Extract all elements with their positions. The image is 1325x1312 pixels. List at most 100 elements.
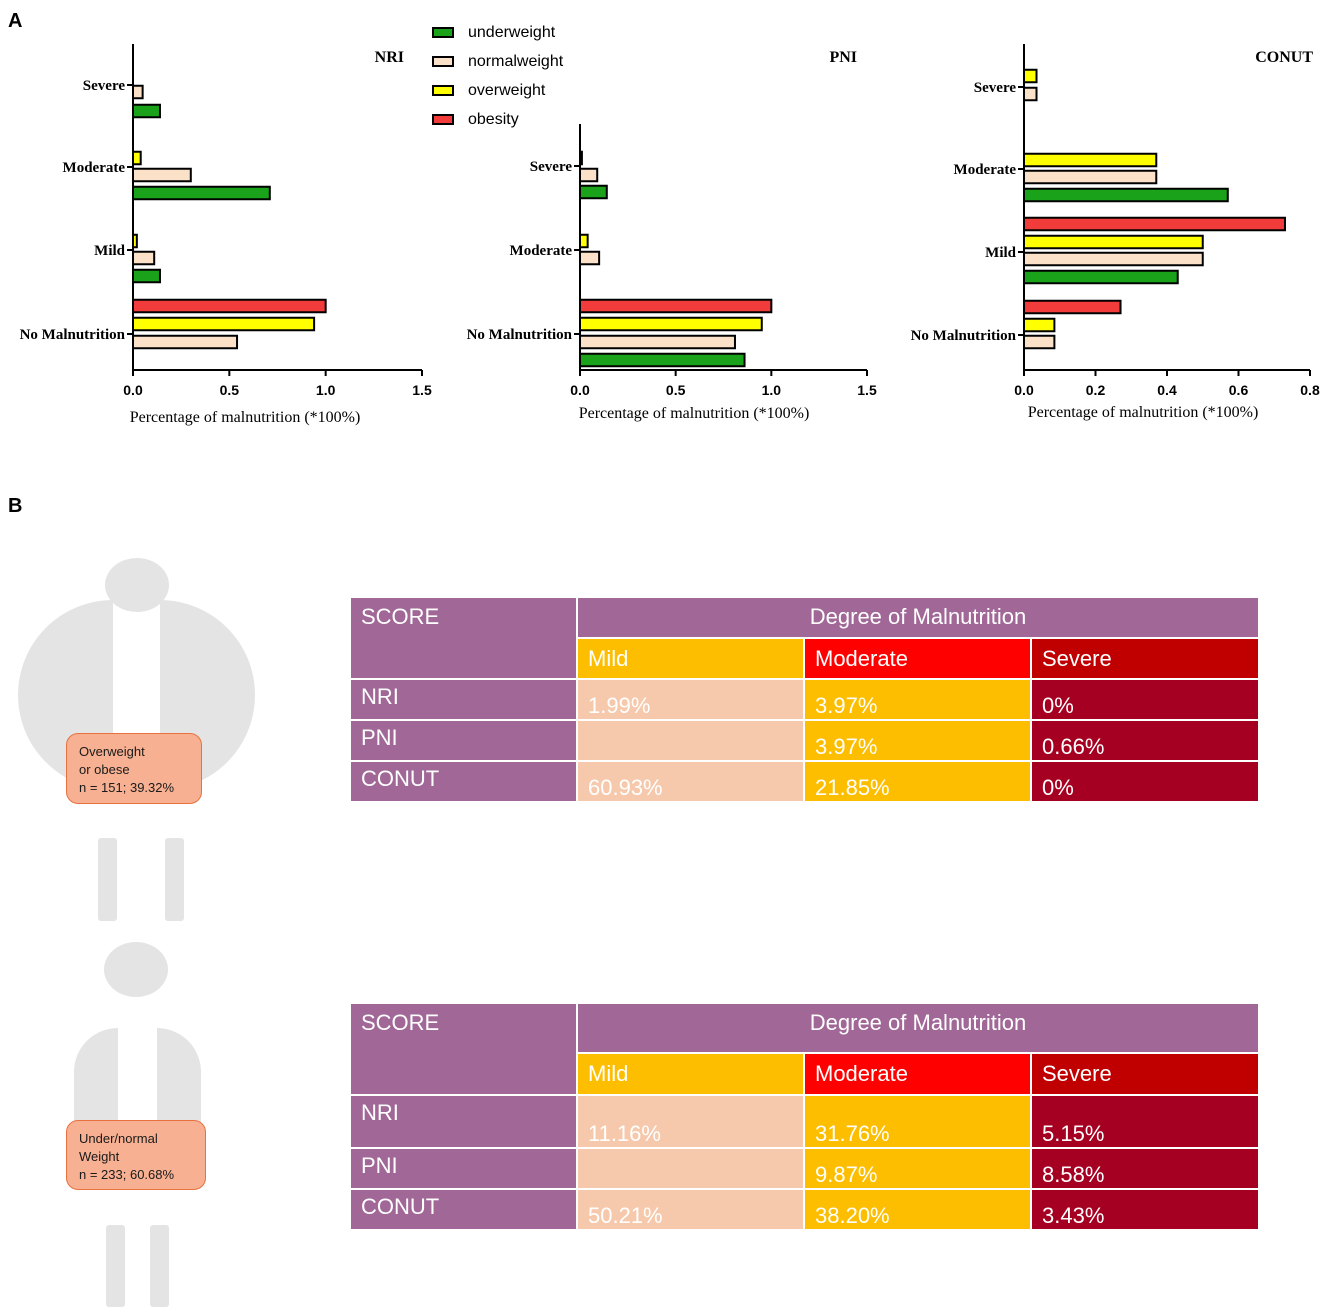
x-tick-label: 0.5 — [666, 382, 686, 398]
table-row: CONUT 50.21% 38.20% 3.43% — [349, 1188, 1260, 1231]
table-header-degree: Degree of Malnutrition — [576, 1002, 1260, 1054]
bar-obesity — [579, 298, 773, 314]
bar-underweight — [132, 268, 161, 284]
legend-swatch-underweight — [432, 27, 454, 38]
table-row-label: CONUT — [349, 1188, 578, 1231]
y-tick-label: Mild — [94, 243, 125, 259]
bar-obesity — [1023, 299, 1122, 315]
bar-underweight — [1023, 187, 1229, 203]
y-tick-label: Severe — [83, 78, 126, 94]
legend-item-overweight: overweight — [432, 76, 563, 105]
table-cell-severe: 0.66% — [1030, 719, 1260, 762]
x-tick-label: 0.6 — [1229, 382, 1249, 398]
bar-charts: NRI Severe Moderate Mild No Malnutrition 0.0 0… — [20, 44, 1320, 426]
x-axis-label: Percentage of malnutrition (*100%) — [130, 409, 361, 426]
legend-swatch-obesity — [432, 114, 454, 125]
malnutrition-table-normal: SCORE Degree of Malnutrition Mild Modera… — [349, 1002, 1260, 1231]
table-cell-mild: 11.16% — [576, 1094, 805, 1149]
bar-normalweight — [132, 334, 239, 350]
bar-normalweight — [132, 167, 192, 183]
bar-overweight — [1023, 152, 1158, 168]
table-cell-mild: 50.21% — [576, 1188, 805, 1231]
group-info-line: or obese — [79, 762, 130, 777]
bar-normalweight — [1023, 334, 1056, 350]
table-row: NRI 11.16% 31.76% 5.15% — [349, 1094, 1260, 1149]
table-header-mild: Mild — [576, 1052, 805, 1096]
group-info-line: n = 233; 60.68% — [79, 1167, 175, 1182]
x-tick-label: 0.0 — [1014, 382, 1034, 398]
table-cell-severe: 0% — [1030, 760, 1260, 803]
table-header-mild: Mild — [576, 637, 805, 680]
x-tick-label: 1.0 — [316, 382, 336, 398]
y-tick-label: Moderate — [63, 160, 126, 176]
x-tick-label: 0.5 — [220, 382, 240, 398]
person-head-icon — [105, 558, 169, 612]
bar-normalweight — [579, 167, 599, 183]
table-row: CONUT 60.93% 21.85% 0% — [349, 760, 1260, 803]
table-cell-severe: 3.43% — [1030, 1188, 1260, 1231]
bar-overweight — [579, 150, 583, 166]
table-row-label: NRI — [349, 678, 578, 721]
bar-overweight — [132, 150, 142, 166]
legend-label: normalweight — [468, 52, 564, 70]
group-info-line: n = 151; 39.32% — [79, 780, 175, 795]
table-cell-moderate: 38.20% — [803, 1188, 1032, 1231]
bar-overweight — [1023, 68, 1038, 84]
group-info-box-overweight: Overweight or obese n = 151; 39.32% — [66, 733, 202, 804]
x-axis-label: Percentage of malnutrition (*100%) — [579, 405, 810, 422]
table-row: PNI 3.97% 0.66% — [349, 719, 1260, 762]
malnutrition-table-overweight: SCORE Degree of Malnutrition Mild Modera… — [349, 596, 1260, 803]
panel-label-b: B — [8, 495, 23, 517]
bar-overweight — [132, 233, 138, 249]
x-tick-label: 1.0 — [762, 382, 782, 398]
bar-normalweight — [1023, 251, 1204, 267]
x-tick-label: 1.5 — [412, 382, 432, 398]
table-cell-severe: 8.58% — [1030, 1147, 1260, 1190]
group-info-line: Weight — [79, 1149, 120, 1164]
y-tick-label: No Malnutrition — [467, 327, 573, 343]
x-tick-label: 0.2 — [1086, 382, 1106, 398]
x-tick-label: 0.8 — [1300, 382, 1320, 398]
y-tick-label: Severe — [974, 80, 1017, 96]
bar-normalweight — [1023, 86, 1038, 102]
y-tick-label: No Malnutrition — [911, 328, 1017, 344]
bar-normalweight — [579, 334, 736, 350]
legend-label: overweight — [468, 81, 546, 99]
table-row-label: PNI — [349, 1147, 578, 1190]
table-header-moderate: Moderate — [803, 637, 1032, 680]
table-header-moderate: Moderate — [803, 1052, 1032, 1096]
table-row: NRI 1.99% 3.97% 0% — [349, 678, 1260, 721]
bar-underweight — [579, 184, 608, 200]
table-cell-mild — [576, 1147, 805, 1190]
chart-legend: underweight normalweight overweight obes… — [432, 18, 563, 134]
chart-title: NRI — [375, 49, 404, 66]
legend-item-underweight: underweight — [432, 18, 563, 47]
y-tick-label: Mild — [985, 245, 1016, 261]
table-cell-moderate: 9.87% — [803, 1147, 1032, 1190]
y-tick-label: Moderate — [954, 162, 1017, 178]
table-row-label: NRI — [349, 1094, 578, 1149]
table-cell-mild — [576, 719, 805, 762]
bar-underweight — [132, 103, 161, 119]
bar-normalweight — [132, 84, 144, 100]
group-info-line: Overweight — [79, 744, 145, 759]
bar-normalweight — [1023, 169, 1158, 185]
table-cell-moderate: 21.85% — [803, 760, 1032, 803]
x-tick-label: 0.0 — [570, 382, 590, 398]
group-info-box-normal: Under/normal Weight n = 233; 60.68% — [66, 1120, 206, 1190]
table-header-score: SCORE — [349, 596, 578, 680]
bar-underweight — [132, 185, 271, 201]
table-header-severe: Severe — [1030, 637, 1260, 680]
table-row: PNI 9.87% 8.58% — [349, 1147, 1260, 1190]
panel-label-a: A — [8, 10, 23, 32]
table-cell-moderate: 3.97% — [803, 719, 1032, 762]
chart-title: PNI — [829, 49, 857, 66]
y-tick-label: No Malnutrition — [20, 327, 126, 343]
x-tick-label: 0.0 — [123, 382, 143, 398]
table-cell-mild: 1.99% — [576, 678, 805, 721]
bar-overweight — [579, 233, 589, 249]
table-header-severe: Severe — [1030, 1052, 1260, 1096]
legend-swatch-normalweight — [432, 56, 454, 67]
table-cell-moderate: 3.97% — [803, 678, 1032, 721]
bar-overweight — [579, 316, 763, 332]
